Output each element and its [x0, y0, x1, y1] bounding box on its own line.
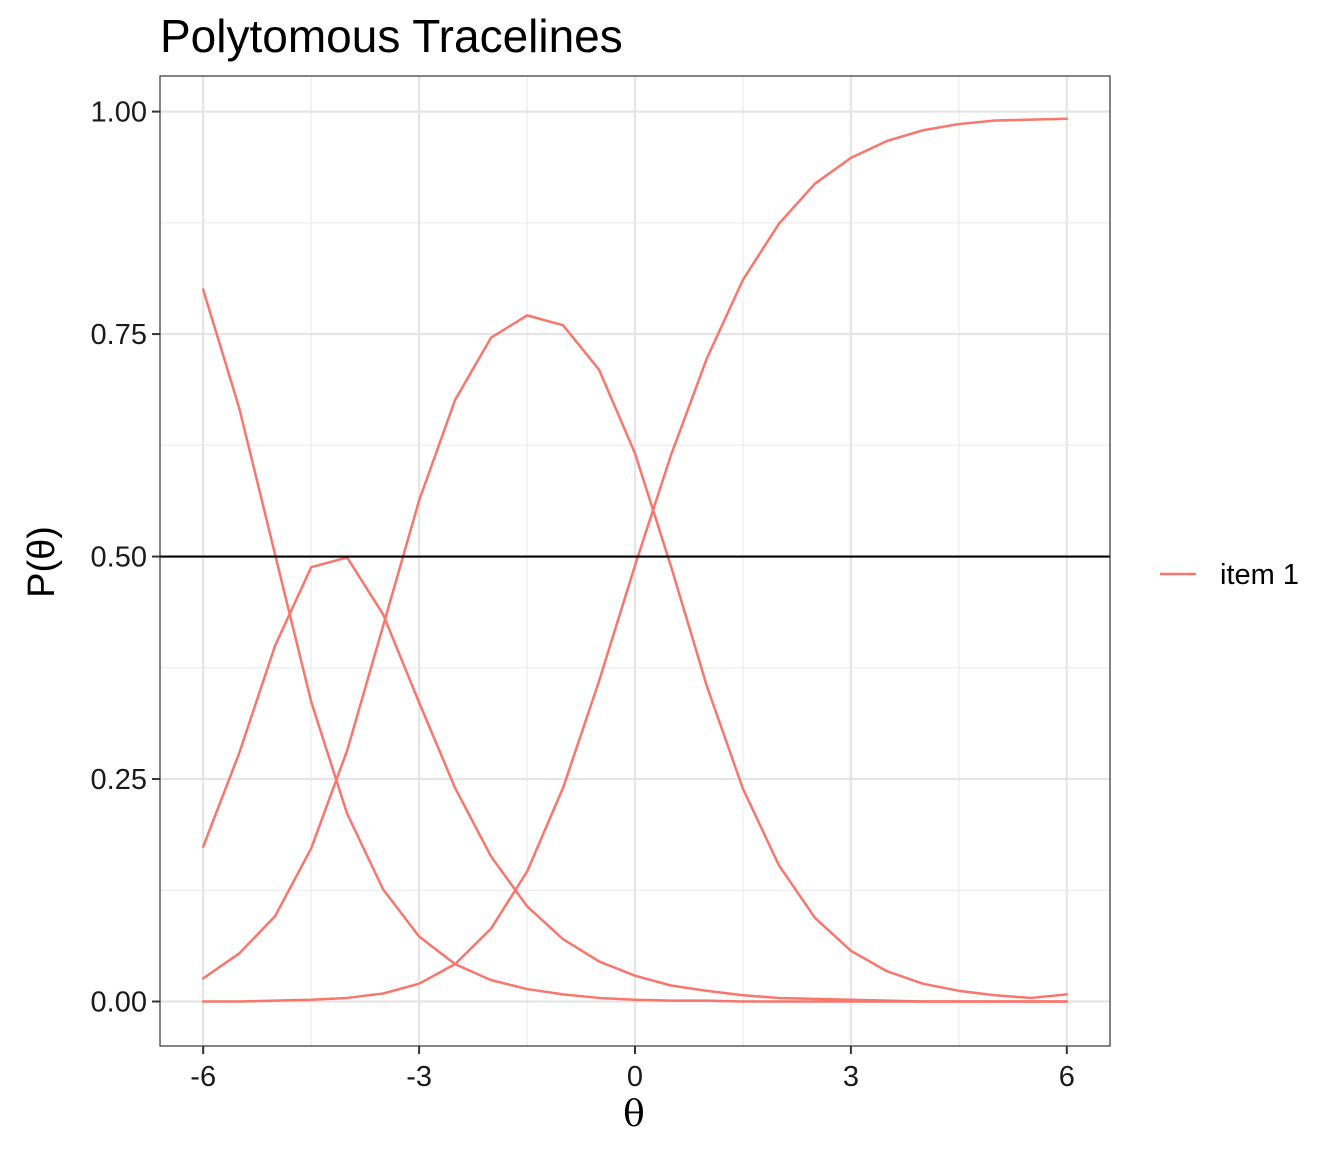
x-tick-label: 3: [843, 1061, 859, 1093]
y-tick-label: 0.00: [91, 987, 147, 1019]
series-line-category-3: [201, 314, 1069, 1000]
y-tick-label: 0.75: [91, 319, 147, 351]
x-tick-label: -6: [190, 1061, 216, 1093]
y-tick-label: 0.50: [91, 542, 147, 574]
x-tick-label: 0: [627, 1061, 643, 1093]
series-line-category-4: [201, 117, 1069, 1003]
legend-label-item-1: item 1: [1220, 559, 1299, 591]
x-axis-title: θ: [623, 1094, 645, 1135]
chart-title: Polytomous Tracelines: [160, 10, 623, 62]
y-tick-label: 0.25: [91, 764, 147, 796]
series-layer: [201, 117, 1069, 1003]
plot-panel: [159, 75, 1111, 1047]
x-tick-label: 6: [1059, 1061, 1075, 1093]
y-axis: 0.00 0.25 0.50 0.75 1.00: [91, 97, 160, 1019]
x-tick-label: -3: [406, 1061, 432, 1093]
y-axis-title: P(θ): [21, 526, 63, 598]
x-axis: -6 -3 0 3 6: [190, 1046, 1075, 1093]
y-tick-label: 1.00: [91, 97, 147, 129]
legend: item 1: [1160, 559, 1299, 591]
